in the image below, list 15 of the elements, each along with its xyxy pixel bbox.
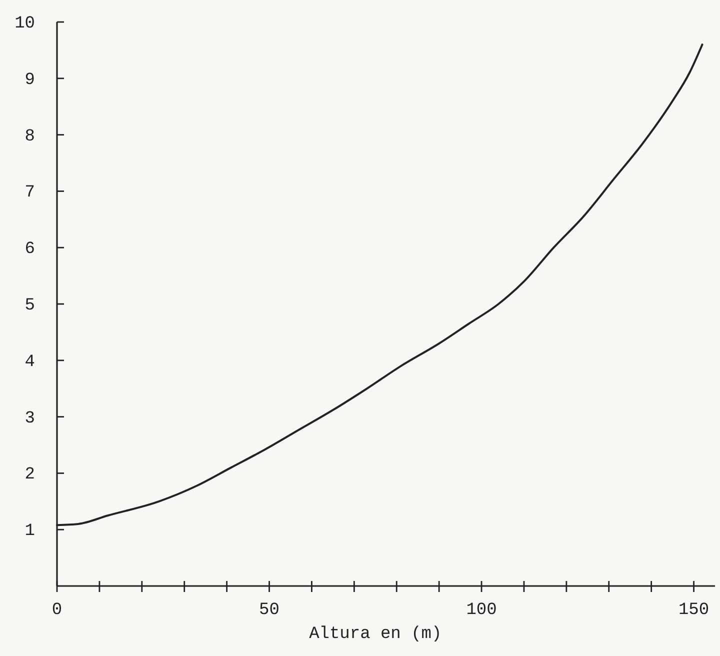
y-tick-label: 9 bbox=[24, 70, 35, 90]
y-tick-label: 8 bbox=[24, 127, 35, 146]
y-tick-label: 5 bbox=[24, 296, 35, 316]
y-tick-label: 2 bbox=[24, 466, 35, 485]
y-tick-label: 10 bbox=[14, 14, 35, 34]
x-tick-label: 50 bbox=[259, 601, 280, 620]
x-tick-label: 100 bbox=[466, 601, 497, 620]
y-tick-label: 3 bbox=[24, 409, 35, 428]
x-axis-title: Altura en (m) bbox=[309, 625, 442, 644]
y-tick-label: 6 bbox=[24, 240, 35, 260]
x-tick-label: 150 bbox=[678, 601, 710, 620]
y-tick-label: 4 bbox=[24, 352, 35, 372]
y-tick-label: 7 bbox=[24, 184, 35, 203]
y-tick-label: 1 bbox=[24, 522, 35, 542]
x-tick-label: 0 bbox=[52, 601, 62, 620]
